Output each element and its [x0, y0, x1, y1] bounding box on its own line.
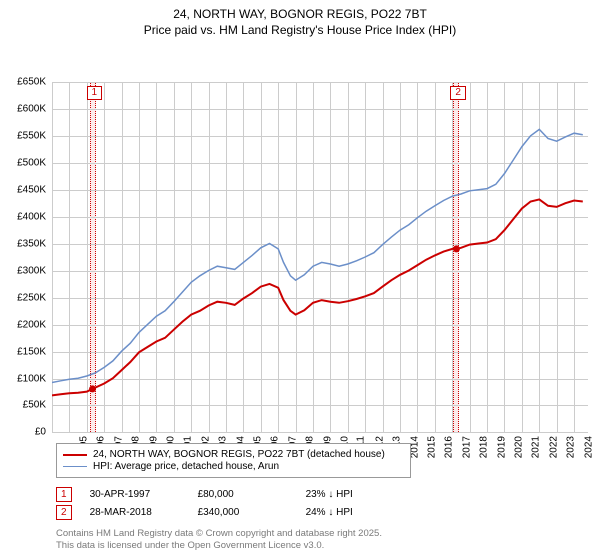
event-badge: 2: [56, 505, 72, 520]
y-tick-label: £200K: [0, 319, 46, 330]
y-tick-label: £0: [0, 427, 46, 438]
y-tick-label: £550K: [0, 131, 46, 142]
event-date: 30-APR-1997: [90, 489, 180, 500]
event-price: £80,000: [198, 489, 288, 500]
legend-item: 24, NORTH WAY, BOGNOR REGIS, PO22 7BT (d…: [63, 449, 404, 460]
x-tick-label: 2020: [513, 436, 524, 458]
chart-area: 12 £0£50K£100K£150K£200K£250K£300K£350K£…: [0, 40, 600, 430]
x-tick-label: 2021: [531, 436, 542, 458]
grid-line-h: [52, 432, 588, 433]
title-line1: 24, NORTH WAY, BOGNOR REGIS, PO22 7BT: [0, 6, 600, 22]
footer-line1: Contains HM Land Registry data © Crown c…: [56, 528, 382, 540]
y-tick-label: £50K: [0, 400, 46, 411]
event-row: 1 30-APR-1997 £80,000 23% ↓ HPI: [56, 487, 396, 502]
y-tick-label: £450K: [0, 185, 46, 196]
event-marker-dot: [453, 246, 460, 253]
event-marker-label: 2: [450, 86, 466, 100]
x-tick-label: 2022: [548, 436, 559, 458]
event-delta: 23% ↓ HPI: [306, 489, 396, 500]
legend-label: HPI: Average price, detached house, Arun: [93, 461, 279, 472]
y-tick-label: £300K: [0, 265, 46, 276]
footer-line2: This data is licensed under the Open Gov…: [56, 540, 382, 552]
title-line2: Price paid vs. HM Land Registry's House …: [0, 22, 600, 38]
y-tick-label: £650K: [0, 77, 46, 88]
chart-lines-svg: [52, 82, 588, 432]
legend-label: 24, NORTH WAY, BOGNOR REGIS, PO22 7BT (d…: [93, 449, 385, 460]
x-tick-label: 2023: [566, 436, 577, 458]
footer-attribution: Contains HM Land Registry data © Crown c…: [56, 528, 382, 553]
y-tick-label: £500K: [0, 158, 46, 169]
legend-item: HPI: Average price, detached house, Arun: [63, 461, 404, 472]
plot-area: 12: [52, 82, 588, 432]
x-tick-label: 2019: [496, 436, 507, 458]
event-date: 28-MAR-2018: [90, 507, 180, 518]
x-tick-label: 2016: [444, 436, 455, 458]
event-marker-dot: [89, 386, 96, 393]
events-table: 1 30-APR-1997 £80,000 23% ↓ HPI 2 28-MAR-2018…: [56, 484, 396, 523]
legend-swatch: [63, 454, 87, 456]
event-badge: 1: [56, 487, 72, 502]
legend-swatch: [63, 466, 87, 467]
y-tick-label: £600K: [0, 104, 46, 115]
y-tick-label: £150K: [0, 346, 46, 357]
y-tick-label: £400K: [0, 211, 46, 222]
event-marker-label: 1: [87, 86, 103, 100]
series-hpi: [52, 130, 583, 383]
event-delta: 24% ↓ HPI: [306, 507, 396, 518]
series-price_paid: [52, 200, 583, 396]
event-row: 2 28-MAR-2018 £340,000 24% ↓ HPI: [56, 505, 396, 520]
x-tick-label: 2015: [426, 436, 437, 458]
y-tick-label: £100K: [0, 373, 46, 384]
y-tick-label: £250K: [0, 292, 46, 303]
event-price: £340,000: [198, 507, 288, 518]
x-tick-label: 2018: [479, 436, 490, 458]
chart-title: 24, NORTH WAY, BOGNOR REGIS, PO22 7BT Pr…: [0, 0, 600, 40]
chart-container: 24, NORTH WAY, BOGNOR REGIS, PO22 7BT Pr…: [0, 0, 600, 560]
y-tick-label: £350K: [0, 238, 46, 249]
x-tick-label: 2017: [461, 436, 472, 458]
legend: 24, NORTH WAY, BOGNOR REGIS, PO22 7BT (d…: [56, 443, 411, 478]
x-tick-label: 2024: [583, 436, 594, 458]
